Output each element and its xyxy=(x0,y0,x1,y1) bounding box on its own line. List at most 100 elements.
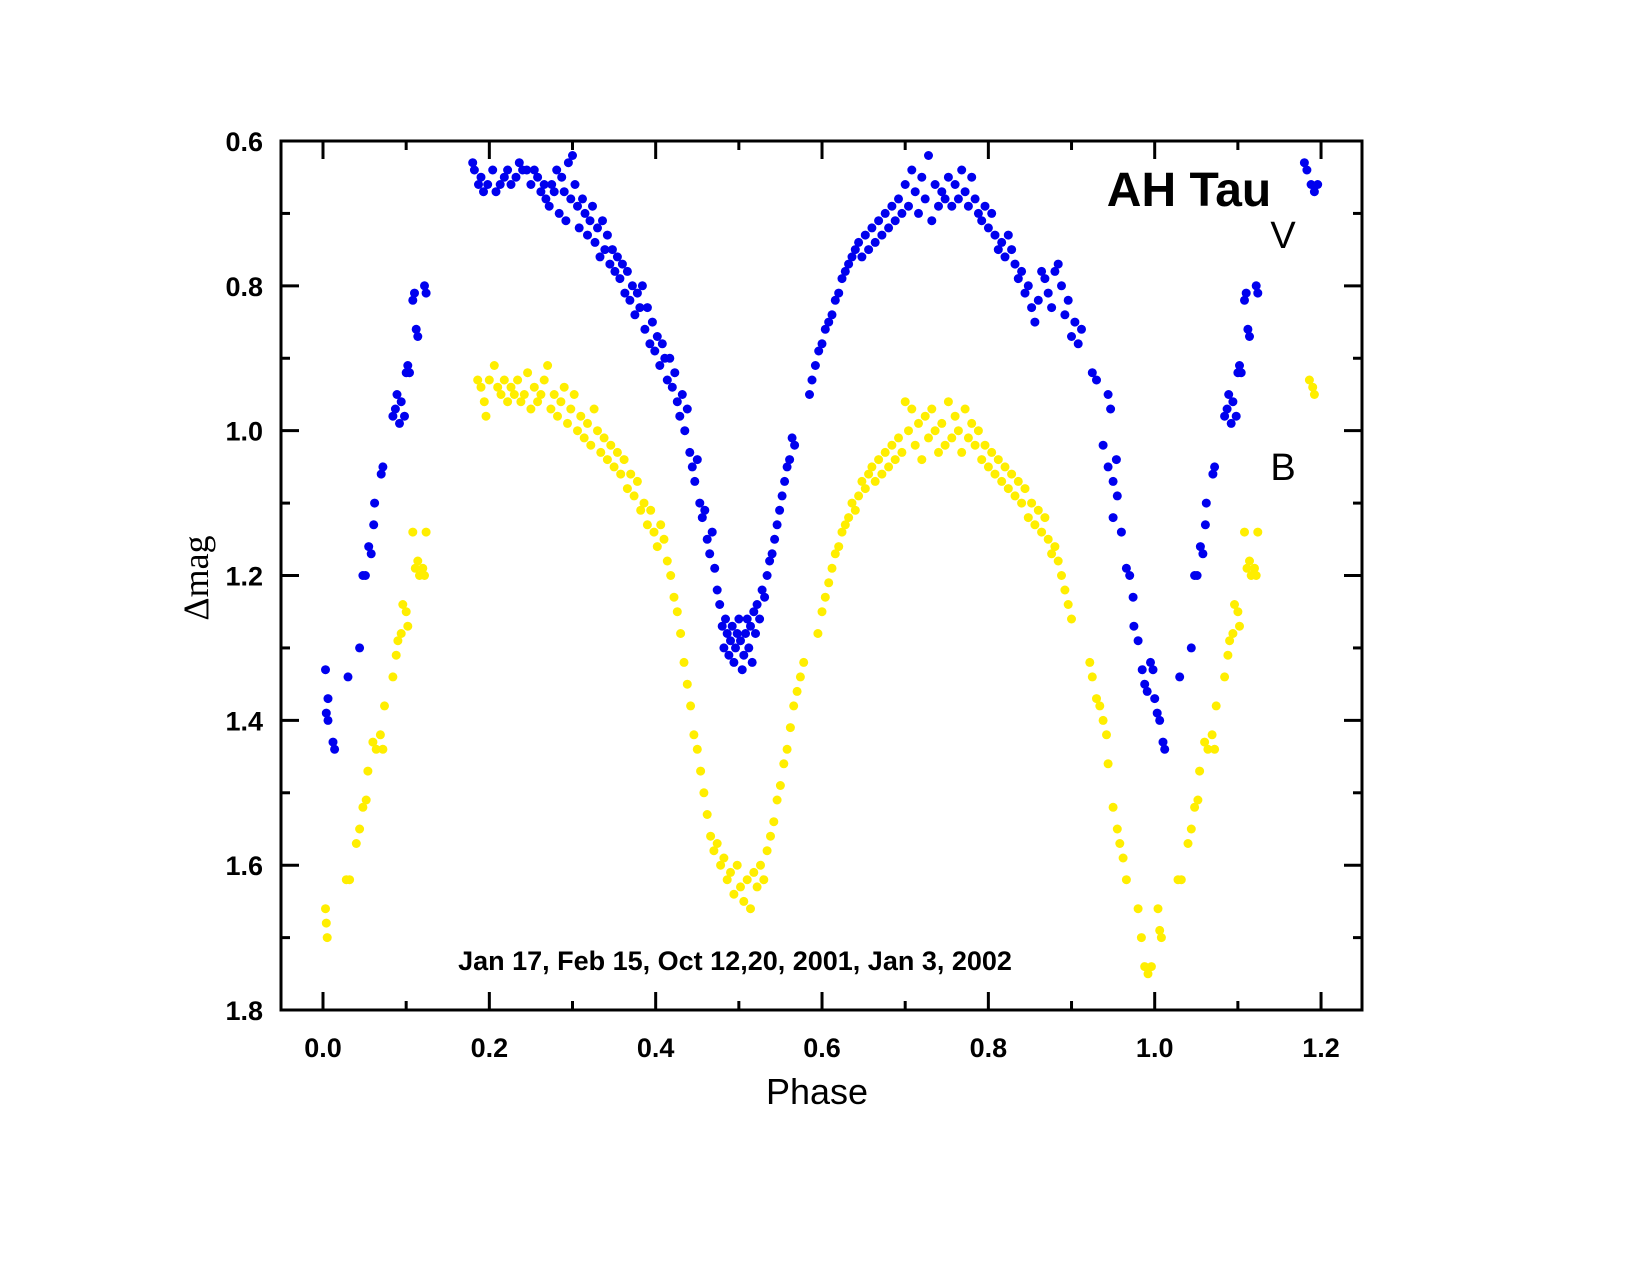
data-point-v xyxy=(1208,469,1218,479)
data-point-b xyxy=(509,390,519,399)
data-point-v xyxy=(980,201,990,211)
data-point-b xyxy=(1200,737,1210,747)
data-point-v xyxy=(585,216,595,226)
data-point-v xyxy=(1057,281,1066,291)
data-point-b xyxy=(719,853,729,863)
data-point-v xyxy=(474,180,483,189)
data-point-b xyxy=(1053,556,1063,566)
data-point-b xyxy=(556,397,566,407)
data-point-v xyxy=(1160,744,1170,754)
data-point-b xyxy=(769,817,779,827)
data-point-v xyxy=(850,245,860,255)
data-point-v xyxy=(739,650,749,660)
data-point-v xyxy=(917,172,927,182)
data-point-b xyxy=(827,563,837,573)
data-point-b xyxy=(1304,375,1314,385)
data-point-v xyxy=(993,245,1003,255)
data-point-b xyxy=(616,469,626,479)
data-point-b xyxy=(766,831,775,841)
data-point-b xyxy=(854,491,864,501)
data-point-v xyxy=(392,390,402,399)
data-point-b xyxy=(884,462,894,472)
data-point-v xyxy=(772,520,782,530)
data-point-v xyxy=(824,317,834,327)
data-point-b xyxy=(779,759,789,769)
data-point-v xyxy=(547,180,557,189)
data-point-b xyxy=(646,505,656,515)
data-point-v xyxy=(890,216,900,226)
data-point-v xyxy=(1125,571,1135,580)
data-point-v xyxy=(566,194,576,204)
data-point-v xyxy=(328,737,338,747)
data-point-v xyxy=(1306,180,1316,189)
data-point-b xyxy=(659,534,669,544)
data-point-v xyxy=(514,158,524,168)
data-point-b xyxy=(874,455,884,465)
data-point-v xyxy=(697,513,707,523)
data-point-b xyxy=(1102,730,1111,740)
data-point-b xyxy=(850,505,860,515)
data-point-v xyxy=(468,158,478,168)
data-point-v xyxy=(491,187,501,197)
data-point-b xyxy=(1143,969,1153,979)
data-point-v xyxy=(1010,259,1020,269)
data-point-v xyxy=(388,411,398,421)
data-point-b xyxy=(358,802,368,812)
data-point-v xyxy=(602,230,612,240)
data-point-b xyxy=(1136,933,1146,943)
data-point-v xyxy=(647,317,657,327)
data-point-b xyxy=(583,418,592,428)
data-point-b xyxy=(539,375,549,385)
data-point-v xyxy=(600,245,610,255)
data-point-v xyxy=(1200,520,1210,530)
data-point-v xyxy=(700,505,710,515)
data-point-b xyxy=(1103,759,1113,769)
data-point-v xyxy=(321,665,330,675)
data-point-v xyxy=(924,151,933,160)
data-point-v xyxy=(729,657,739,667)
data-point-v xyxy=(360,571,370,580)
data-point-v xyxy=(736,636,745,646)
data-point-v xyxy=(330,744,340,754)
data-point-b xyxy=(1007,469,1017,479)
data-point-b xyxy=(1030,520,1040,530)
data-point-v xyxy=(680,426,690,436)
data-point-b xyxy=(1063,600,1073,609)
data-point-v xyxy=(1235,361,1244,370)
data-point-v xyxy=(830,295,840,305)
data-point-v xyxy=(884,223,894,233)
data-point-v xyxy=(737,665,747,675)
data-point-b xyxy=(792,686,802,696)
data-point-v xyxy=(854,237,864,247)
data-point-v xyxy=(1236,368,1246,378)
data-point-v xyxy=(533,172,543,182)
data-point-v xyxy=(395,418,404,428)
data-point-v xyxy=(695,498,705,508)
legend-label-b: B xyxy=(1270,447,1295,489)
data-point-v xyxy=(840,266,850,276)
data-point-v xyxy=(483,180,493,189)
data-point-v xyxy=(642,303,652,313)
data-point-v xyxy=(1030,317,1040,327)
y-tick-label: 1.2 xyxy=(225,562,263,592)
data-point-b xyxy=(844,513,854,523)
data-point-v xyxy=(710,563,720,573)
data-point-b xyxy=(880,447,890,457)
data-point-v xyxy=(1198,549,1208,559)
data-point-v xyxy=(970,194,980,204)
data-point-v xyxy=(983,223,993,233)
data-point-b xyxy=(523,368,533,378)
data-point-v xyxy=(920,194,930,204)
data-point-b xyxy=(619,455,629,465)
data-point-v xyxy=(1240,295,1249,305)
data-point-v xyxy=(541,194,551,204)
data-point-v xyxy=(413,332,423,341)
data-point-b xyxy=(593,426,602,436)
data-point-b xyxy=(1092,694,1101,704)
data-point-b xyxy=(1118,853,1128,863)
data-point-v xyxy=(687,462,697,472)
data-point-v xyxy=(657,339,667,349)
data-point-b xyxy=(351,839,361,848)
data-point-b xyxy=(789,701,799,711)
data-point-v xyxy=(1241,288,1251,298)
